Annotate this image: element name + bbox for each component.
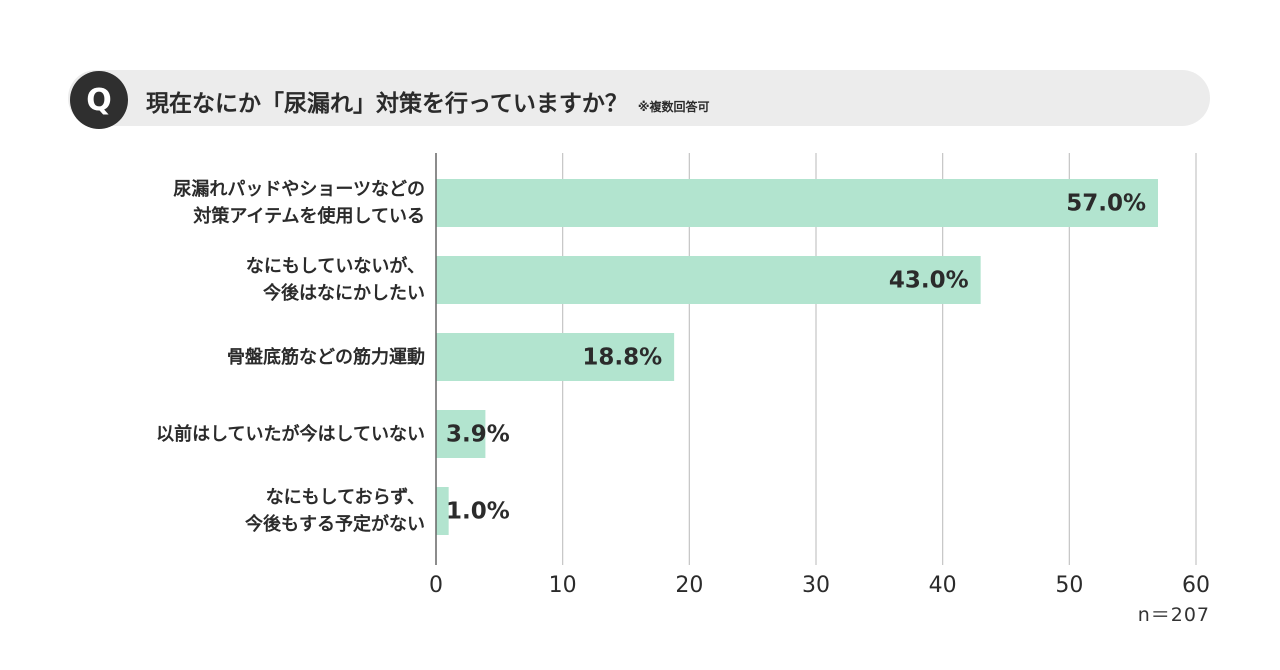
value-label: 57.0% — [1066, 191, 1146, 217]
category-label-line: 骨盤底筋などの筋力運動 — [227, 346, 425, 368]
category-label-line: 以前はしていたが今はしていない — [156, 423, 425, 445]
x-tick-label: 20 — [675, 573, 703, 598]
question-title: 現在なにか「尿漏れ」対策を行っていますか？ ※複数回答可 — [146, 84, 710, 118]
bar — [436, 487, 449, 535]
category-label: 尿漏れパッドやショーツなどの対策アイテムを使用している — [173, 176, 425, 230]
bar — [436, 256, 981, 304]
category-label-line: 尿漏れパッドやショーツなどの — [173, 179, 425, 200]
bar — [436, 410, 486, 458]
category-label: 以前はしていたが今はしていない — [156, 421, 425, 448]
x-tick-label: 10 — [549, 573, 577, 598]
question-note: ※複数回答可 — [637, 100, 710, 114]
x-tick-label: 30 — [802, 573, 830, 598]
value-label: 1.0% — [446, 499, 510, 525]
bar — [436, 333, 675, 381]
category-label-line: なにもしておらず、 — [265, 487, 425, 508]
category-label: なにもしておらず、今後もする予定がない — [245, 484, 425, 538]
category-label: なにもしていないが、今後はなにかしたい — [246, 253, 425, 307]
category-label-line: なにもしていないが、 — [245, 256, 425, 277]
value-label: 18.8% — [582, 345, 662, 371]
question-text: 現在なにか「尿漏れ」対策を行っていますか？ — [146, 91, 628, 117]
x-tick-label: 0 — [429, 573, 443, 598]
bar — [436, 179, 1158, 227]
sample-size: n＝207 — [1137, 604, 1210, 626]
x-tick-label: 50 — [1055, 573, 1083, 598]
category-label-line: 対策アイテムを使用している — [193, 206, 425, 227]
question-badge: Q — [70, 71, 128, 129]
question-banner — [68, 70, 1210, 126]
x-tick-label: 60 — [1182, 573, 1210, 598]
value-label: 43.0% — [889, 268, 969, 294]
category-label-line: 今後もする予定がない — [245, 514, 425, 535]
x-tick-label: 40 — [929, 573, 957, 598]
value-label: 3.9% — [446, 422, 510, 448]
category-label-line: 今後はなにかしたい — [263, 283, 425, 304]
category-label: 骨盤底筋などの筋力運動 — [227, 344, 425, 371]
